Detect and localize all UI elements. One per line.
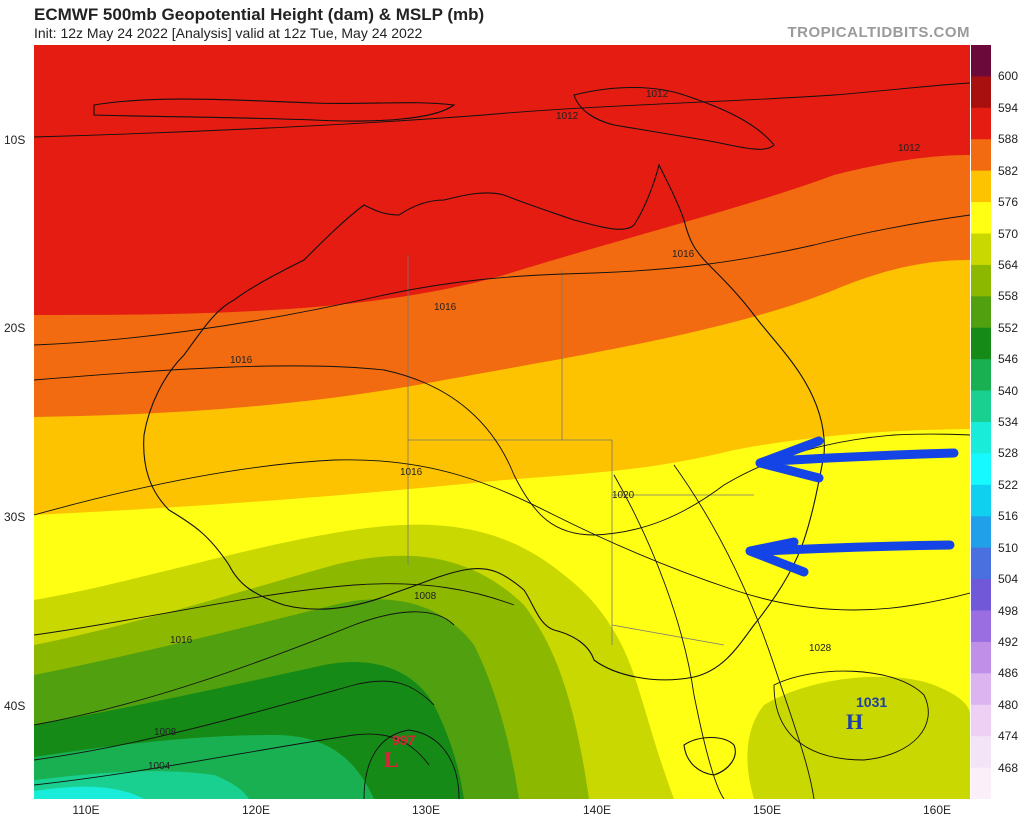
legend-swatch [971,296,991,329]
legend-level-label: 564 [998,257,1019,272]
legend-level-label: 582 [998,163,1019,178]
new-guinea-coast [573,87,775,150]
source-credit: TROPICALTIDBITS.COM [787,24,970,41]
legend-swatch [971,767,991,799]
coastlines [93,87,825,776]
isobar-label: 1016 [170,635,193,646]
isobar-label: 1004 [148,761,171,772]
isobar-label: 1008 [154,727,177,738]
legend-swatch [971,359,991,392]
arrow-lower [745,537,955,577]
low-pressure-letter: L [384,747,399,772]
legend-swatch [971,673,991,706]
legend-swatch [971,610,991,643]
legend-swatch [971,736,991,769]
legend-level-label: 516 [998,509,1019,524]
band-528 [34,786,144,799]
legend-level-label: 534 [998,415,1019,429]
lat-label: 10S [4,133,26,147]
legend-level-label: 498 [998,603,1019,618]
legend-swatch [971,579,991,611]
isobar-label: 1020 [612,490,635,501]
legend-swatch [971,76,991,109]
indonesia-coast [93,98,456,122]
arrow-upper [755,436,959,483]
isobar-label: 1016 [230,355,253,366]
state-borders [407,255,754,646]
lon-label: 160E [922,803,952,817]
legend-swatch [971,641,991,674]
isobar-label: 1016 [434,302,457,313]
low-pressure-value: 997 [392,732,416,748]
annotation-arrows [745,436,959,577]
legend-swatch [971,453,991,486]
legend-level-label: 576 [998,195,1019,210]
chart-subtitle: Init: 12z May 24 2022 [Analysis] valid a… [34,25,423,41]
legend-level-label: 540 [998,383,1019,398]
legend-swatch [971,704,991,737]
weather-map: 1012 1012 1012 1016 1016 1016 1016 1016 … [34,45,970,799]
legend-level-label: 588 [998,132,1019,147]
australia-coast [143,163,825,681]
legend-swatch [971,170,991,203]
legend-swatch [971,327,991,360]
legend-level-label: 480 [998,697,1019,712]
isobar-label: 1012 [556,111,579,122]
legend-swatch [971,233,991,266]
legend-level-label: 546 [998,352,1019,367]
legend-swatch [971,107,991,140]
legend-level-label: 594 [998,100,1019,115]
legend-level-label: 468 [998,760,1019,775]
legend-level-label: 474 [998,729,1019,744]
legend-swatch [971,390,991,423]
legend-swatch [971,45,991,77]
lat-label: 30S [4,510,26,524]
legend-level-label: 600 [998,69,1019,84]
isobar-label: 1016 [400,467,423,478]
legend-level-label: 492 [998,634,1019,649]
lat-label: 40S [4,699,26,713]
legend-swatch [971,484,991,517]
lat-label: 20S [4,321,26,335]
tasmania-coast [683,736,736,776]
legend-level-label: 522 [998,477,1019,492]
legend-level-label: 504 [998,572,1019,587]
isobar-label: 1028 [809,643,832,654]
isobars [34,82,970,799]
legend-level-label: 570 [998,226,1019,241]
isobar-label: 1012 [646,89,669,100]
high-pressure-letter: H [846,709,863,734]
band-564-east [747,676,970,799]
legend-level-label: 558 [998,289,1019,304]
legend-swatch [971,547,991,580]
legend-swatch [971,516,991,549]
legend-swatch [971,264,991,297]
high-pressure-value: 1031 [856,694,887,710]
legend-swatch [971,139,991,172]
lon-label: 150E [752,803,782,817]
isobar-label: 1016 [672,249,695,260]
isobar-label: 1012 [898,143,921,154]
lon-label: 110E [72,803,100,817]
lon-label: 120E [241,803,271,817]
legend-level-label: 486 [998,666,1019,681]
legend-level-label: 528 [998,446,1019,461]
lon-label: 140E [582,803,612,817]
legend-level-label: 510 [998,540,1019,555]
isobar-label: 1008 [414,591,437,602]
legend-swatch [971,422,991,454]
color-legend [971,45,991,799]
lon-label: 130E [411,803,441,817]
legend-swatch [971,202,991,234]
chart-title: ECMWF 500mb Geopotential Height (dam) & … [34,5,485,24]
legend-level-label: 552 [998,320,1019,335]
